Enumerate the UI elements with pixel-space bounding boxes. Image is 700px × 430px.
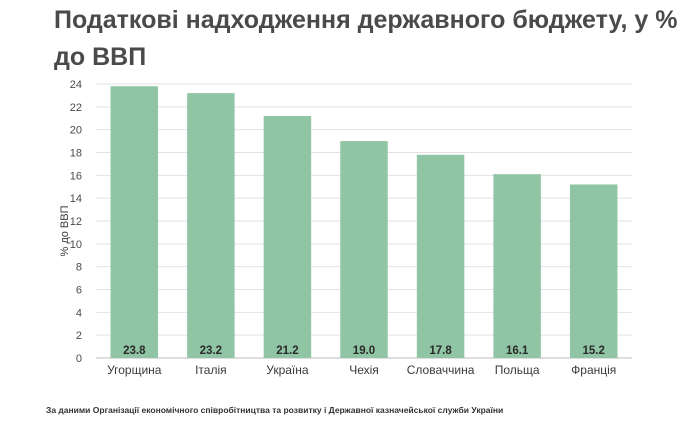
source-note: За даними Організації економічного співр… [46, 405, 504, 415]
y-tick-label: 4 [76, 307, 82, 319]
y-tick-label: 20 [70, 125, 82, 137]
bar-value-label: 17.8 [429, 345, 452, 357]
bar-value-label: 23.8 [123, 345, 146, 357]
bar [340, 141, 388, 358]
x-category-label: Італія [195, 363, 227, 377]
bar-value-label: 16.1 [506, 345, 529, 357]
bar-value-label: 19.0 [353, 345, 375, 357]
y-tick-label: 24 [70, 79, 82, 91]
y-tick-label: 14 [70, 193, 82, 205]
y-tick-label: 8 [76, 262, 82, 274]
x-axis-labels: Угорщина Італія Україна Чехія Словаччина Поль… [107, 363, 616, 377]
bar [416, 154, 465, 358]
y-tick-label: 10 [70, 239, 82, 251]
bar [110, 86, 159, 359]
x-category-label: Угорщина [107, 363, 162, 377]
y-tick-label: 16 [70, 170, 82, 182]
bar-value-label: 15.2 [583, 345, 605, 357]
y-tick-label: 0 [76, 353, 82, 365]
bar [493, 174, 541, 358]
y-tick-label: 6 [76, 285, 82, 297]
bar [569, 184, 618, 358]
bar [263, 115, 312, 358]
bars: 23.8 23.2 21.2 19.0 17.8 16.1 15.2 [110, 86, 618, 359]
y-tick-label: 22 [70, 102, 82, 114]
x-category-label: Україна [266, 363, 309, 377]
chart-title: Податкові надходження державного бюджету… [54, 6, 678, 71]
y-tick-label: 18 [70, 148, 82, 160]
x-category-label: Франція [571, 363, 616, 377]
bar-value-label: 21.2 [276, 345, 298, 357]
bar [187, 93, 235, 358]
bar-value-label: 23.2 [200, 345, 222, 357]
y-tick-label: 12 [70, 216, 82, 228]
y-tick-label: 2 [76, 330, 82, 342]
x-category-label: Чехія [349, 363, 379, 377]
y-axis-title: % до ВВП [59, 205, 71, 256]
x-category-label: Словаччина [407, 363, 475, 377]
x-category-label: Польща [495, 363, 540, 377]
